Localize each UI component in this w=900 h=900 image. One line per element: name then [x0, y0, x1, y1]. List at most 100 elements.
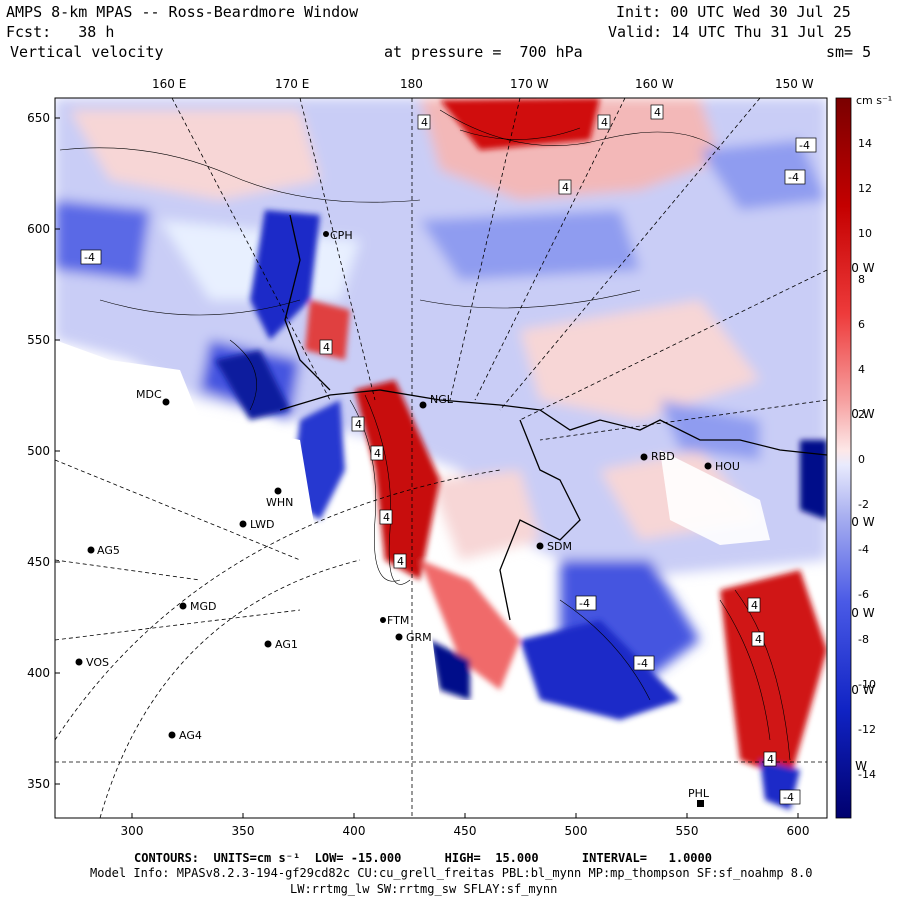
svg-text:-4: -4: [799, 139, 810, 152]
svg-text:-4: -4: [579, 597, 590, 610]
station-hou: HOU: [704, 460, 740, 473]
station-ngl: NGL: [419, 393, 454, 409]
svg-text:SDM: SDM: [547, 540, 572, 553]
svg-text:NGL: NGL: [430, 393, 454, 406]
svg-text:4: 4: [654, 106, 661, 119]
svg-text:600: 600: [27, 222, 50, 236]
svg-text:AG4: AG4: [179, 729, 202, 742]
svg-text:2: 2: [858, 408, 865, 421]
station-ag1: AG1: [264, 638, 298, 651]
svg-text:4: 4: [421, 116, 428, 129]
svg-text:500: 500: [565, 824, 588, 838]
antarctic-plateau: [55, 340, 560, 818]
svg-text:4: 4: [755, 633, 762, 646]
init-time: Init: 00 UTC Wed 30 Jul 25: [616, 3, 851, 21]
station-mdc: MDC: [136, 388, 170, 406]
svg-text:-4: -4: [783, 791, 794, 804]
contour-labels: 4 4 4 4 -4 -4 -4 4 4 4 4 4 -4 -4 4 4 4 -…: [80, 104, 817, 805]
station-rbd: RBD: [640, 450, 675, 463]
svg-text:160 W: 160 W: [635, 77, 674, 91]
station-vos: VOS: [75, 656, 109, 669]
svg-text:RBD: RBD: [651, 450, 675, 463]
svg-text:4: 4: [397, 555, 404, 568]
top-axis: 160 E 170 E 180 170 W 160 W 150 W: [152, 77, 814, 91]
station-ag4: AG4: [168, 729, 202, 742]
map-title: AMPS 8-km MPAS -- Ross-Beardmore Window: [6, 3, 359, 21]
svg-text:300: 300: [121, 824, 144, 838]
svg-text:600: 600: [787, 824, 810, 838]
station-sdm: SDM: [536, 540, 572, 553]
svg-text:-14: -14: [858, 768, 876, 781]
svg-text:VOS: VOS: [86, 656, 109, 669]
station-cph: CPH: [323, 229, 353, 242]
svg-text:550: 550: [27, 333, 50, 347]
svg-text:FTM: FTM: [387, 614, 409, 627]
svg-text:HOU: HOU: [715, 460, 740, 473]
model-info: Model Info: MPASv8.2.3-194-gf29cd82c CU:…: [90, 866, 813, 880]
svg-text:-4: -4: [84, 251, 95, 264]
station-mgd: MGD: [179, 600, 217, 613]
svg-text:CPH: CPH: [330, 229, 353, 242]
svg-text:170 W: 170 W: [510, 77, 549, 91]
svg-text:14: 14: [858, 137, 872, 150]
left-axis: 650 600 550 500 450 400 350: [27, 111, 50, 791]
svg-text:4: 4: [323, 341, 330, 354]
svg-text:-6: -6: [858, 588, 869, 601]
svg-text:150 W: 150 W: [775, 77, 814, 91]
svg-text:4: 4: [383, 511, 390, 524]
svg-text:4: 4: [751, 599, 758, 612]
svg-text:650: 650: [27, 111, 50, 125]
graticule: [55, 98, 827, 818]
forecast-label-text: Fcst:: [6, 23, 52, 41]
svg-text:6: 6: [858, 318, 865, 331]
svg-text:PHL: PHL: [688, 787, 710, 800]
svg-text:450: 450: [27, 555, 50, 569]
svg-text:-10: -10: [858, 678, 876, 691]
svg-text:-4: -4: [788, 171, 799, 184]
svg-text:-2: -2: [858, 498, 869, 511]
plot-frame: [54, 97, 828, 819]
svg-text:MDC: MDC: [136, 388, 162, 401]
contour-info: CONTOURS: UNITS=cm s⁻¹ LOW= -15.000 HIGH…: [134, 851, 712, 865]
svg-text:160 E: 160 E: [152, 77, 186, 91]
svg-text:350: 350: [232, 824, 255, 838]
forecast-hours: 38 h: [78, 23, 115, 41]
station-phl: PHL: [688, 787, 710, 807]
pressure-level: at pressure = 700 hPa: [384, 43, 583, 61]
svg-text:10: 10: [858, 227, 872, 240]
station-ag5: AG5: [87, 544, 120, 557]
svg-text:12: 12: [858, 182, 872, 195]
svg-text:500: 500: [27, 444, 50, 458]
station-lwd: LWD: [239, 518, 274, 531]
svg-text:AG5: AG5: [97, 544, 120, 557]
coastline: [279, 389, 827, 456]
svg-text:4: 4: [355, 418, 362, 431]
colorbar: cm s⁻¹ 14 12 10 8 6 4 2 0 -2 -4 -6 -8 -1…: [835, 94, 892, 819]
station-whn: WHN: [266, 487, 293, 509]
svg-text:GRM: GRM: [406, 631, 432, 644]
svg-text:-12: -12: [858, 723, 876, 736]
contours: [59, 109, 791, 761]
svg-text:WHN: WHN: [266, 496, 293, 509]
svg-text:350: 350: [27, 777, 50, 791]
svg-text:0: 0: [858, 453, 865, 466]
valid-time: Valid: 14 UTC Thu 31 Jul 25: [608, 23, 852, 41]
svg-text:400: 400: [27, 666, 50, 680]
svg-text:4: 4: [601, 116, 608, 129]
svg-text:170 E: 170 E: [275, 77, 309, 91]
svg-text:550: 550: [676, 824, 699, 838]
smoothing: sm= 5: [826, 43, 872, 61]
station-ftm: FTM: [380, 614, 409, 627]
stations: MDC NGL WHN LWD AG5 MGD AG1 GRM VOS AG4 …: [75, 229, 740, 807]
station-grm: GRM: [395, 631, 432, 644]
svg-text:LWD: LWD: [250, 518, 274, 531]
svg-text:cm s⁻¹: cm s⁻¹: [856, 94, 892, 107]
svg-text:4: 4: [374, 447, 381, 460]
forecast-label: Fcst: 38 h: [6, 24, 114, 40]
field-name: Vertical velocity: [10, 43, 164, 61]
svg-text:4: 4: [767, 753, 774, 766]
svg-text:-8: -8: [858, 633, 869, 646]
svg-text:180: 180: [400, 77, 423, 91]
svg-text:400: 400: [343, 824, 366, 838]
